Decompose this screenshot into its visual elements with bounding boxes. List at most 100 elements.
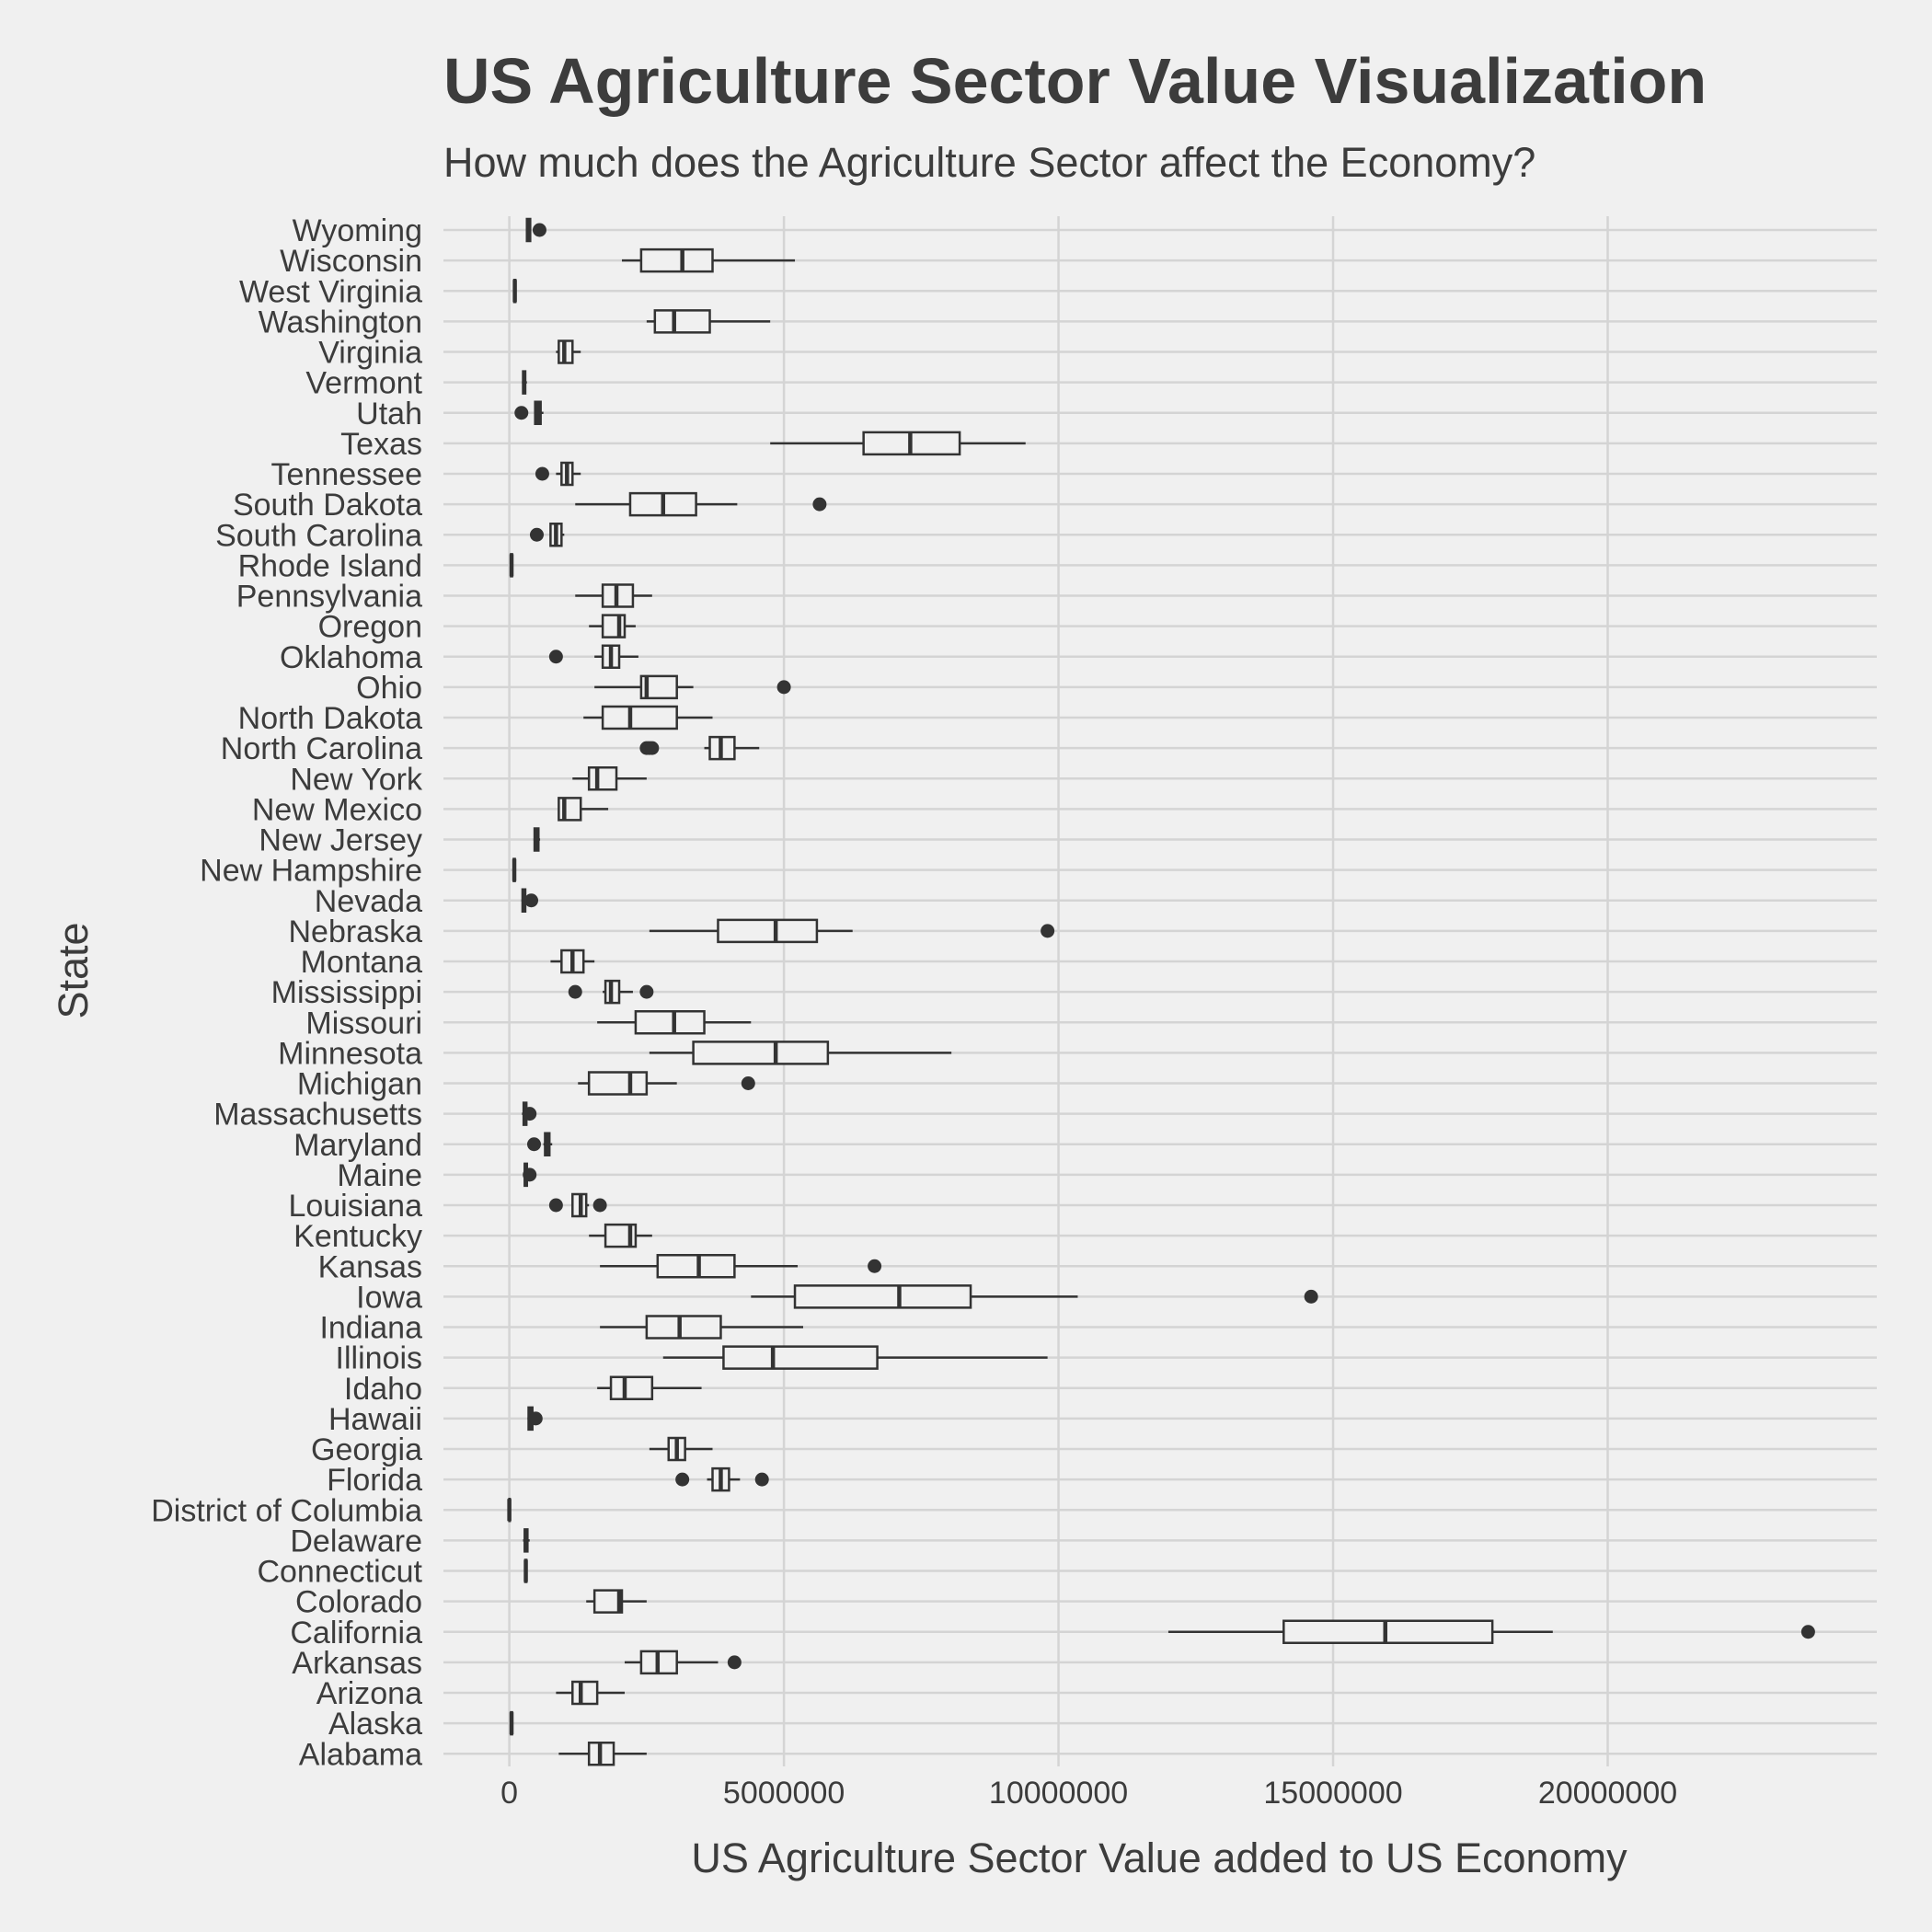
outlier-point xyxy=(776,680,791,695)
box-minnesota xyxy=(649,1041,952,1065)
outlier-point xyxy=(754,1472,769,1487)
grid-lines xyxy=(443,216,1877,1766)
y-tick-label: Montana xyxy=(301,945,422,980)
box-new-jersey xyxy=(533,827,541,852)
box-rhode-island xyxy=(509,553,514,578)
box-montana xyxy=(550,949,595,974)
y-tick-label: North Carolina xyxy=(221,731,422,766)
y-tick-label: Oklahoma xyxy=(280,640,422,675)
iqr-box xyxy=(645,1315,722,1340)
box-series xyxy=(507,217,1815,1766)
x-tick-label: 15000000 xyxy=(1263,1776,1402,1811)
y-tick-label: Hawaii xyxy=(328,1402,422,1437)
box-south-dakota xyxy=(575,491,827,517)
y-tick-label: West Virginia xyxy=(239,274,422,309)
outlier-point xyxy=(1041,924,1055,938)
box-michigan xyxy=(578,1071,755,1096)
x-tick-label: 5000000 xyxy=(723,1776,845,1811)
outlier-point xyxy=(535,466,549,481)
y-tick-label: Connecticut xyxy=(257,1555,422,1590)
outlier-point xyxy=(523,1167,537,1182)
iqr-box xyxy=(587,766,618,791)
iqr-box xyxy=(601,705,678,730)
box-pennsylvania xyxy=(575,583,652,608)
y-tick-label: Maryland xyxy=(293,1128,422,1163)
box-wyoming xyxy=(525,217,546,243)
box-washington xyxy=(646,309,771,334)
iqr-box xyxy=(1282,1619,1494,1644)
y-tick-label: Nevada xyxy=(315,884,422,919)
y-tick-label: Wyoming xyxy=(293,213,422,248)
outlier-point xyxy=(639,984,654,999)
y-tick-label: Massachusetts xyxy=(213,1098,422,1133)
box-illinois xyxy=(662,1345,1048,1370)
y-tick-label: Louisiana xyxy=(288,1189,422,1224)
box-west-virginia xyxy=(512,279,517,304)
box-north-dakota xyxy=(583,705,713,730)
outlier-point xyxy=(528,1411,543,1426)
y-tick-label: New York xyxy=(290,762,423,797)
box-south-carolina xyxy=(529,523,565,547)
y-tick-label: Kansas xyxy=(318,1249,422,1284)
y-tick-label: Mississippi xyxy=(271,975,422,1010)
y-tick-label: Alabama xyxy=(299,1737,422,1772)
y-tick-label: South Dakota xyxy=(233,488,422,523)
box-arizona xyxy=(556,1680,625,1706)
y-tick-label: Nebraska xyxy=(288,914,422,949)
y-tick-label: Arkansas xyxy=(292,1646,422,1681)
box-hawaii xyxy=(527,1406,543,1432)
box-district-of-columbia xyxy=(507,1498,512,1523)
iqr-box xyxy=(634,1010,706,1035)
box-new-york xyxy=(572,766,647,791)
y-tick-label: Alaska xyxy=(328,1707,422,1742)
y-tick-label: Virginia xyxy=(318,336,422,371)
box-kentucky xyxy=(589,1223,652,1248)
outlier-point xyxy=(514,406,529,420)
y-tick-label: Idaho xyxy=(344,1372,422,1407)
y-tick-label: District of Columbia xyxy=(151,1493,422,1528)
y-tick-label: Wisconsin xyxy=(280,244,422,279)
iqr-box xyxy=(653,309,711,334)
y-tick-label: Michigan xyxy=(297,1067,422,1102)
box-texas xyxy=(770,431,1026,456)
outlier-point xyxy=(812,497,827,512)
outlier-point xyxy=(568,984,582,999)
box-wisconsin xyxy=(622,247,796,273)
outlier-point xyxy=(727,1655,742,1670)
box-mississippi xyxy=(568,979,654,1005)
outlier-point xyxy=(645,741,660,755)
x-tick-label: 20000000 xyxy=(1538,1776,1677,1811)
y-tick-label: California xyxy=(290,1616,422,1650)
y-tick-label: South Carolina xyxy=(215,518,422,553)
box-indiana xyxy=(600,1315,803,1340)
iqr-box xyxy=(656,1254,736,1279)
y-tick-label: Ohio xyxy=(356,671,422,706)
y-tick-labels: AlabamaAlaskaArizonaArkansasCaliforniaCo… xyxy=(151,213,423,1772)
y-tick-label: Rhode Island xyxy=(238,548,422,583)
y-tick-label: Colorado xyxy=(295,1585,422,1620)
box-nebraska xyxy=(649,918,1055,944)
box-kansas xyxy=(600,1254,882,1279)
box-maine xyxy=(523,1162,537,1188)
box-louisiana xyxy=(548,1192,607,1218)
y-tick-label: Iowa xyxy=(356,1280,422,1315)
iqr-box xyxy=(558,797,582,822)
box-connecticut xyxy=(523,1558,528,1583)
y-tick-label: Maine xyxy=(337,1158,422,1193)
y-tick-label: New Mexico xyxy=(252,792,422,827)
x-tick-label: 10000000 xyxy=(989,1776,1128,1811)
box-virginia xyxy=(556,339,581,364)
y-tick-label: Minnesota xyxy=(278,1036,422,1071)
box-georgia xyxy=(649,1436,713,1462)
y-tick-label: Texas xyxy=(340,427,422,462)
box-arkansas xyxy=(624,1650,742,1675)
outlier-point xyxy=(592,1198,607,1213)
box-florida xyxy=(675,1466,769,1492)
outlier-point xyxy=(1800,1625,1815,1639)
y-tick-label: New Jersey xyxy=(259,823,422,858)
iqr-box xyxy=(601,614,627,638)
iqr-box xyxy=(793,1284,972,1309)
y-tick-label: Washington xyxy=(259,305,422,339)
outlier-point xyxy=(675,1472,690,1487)
